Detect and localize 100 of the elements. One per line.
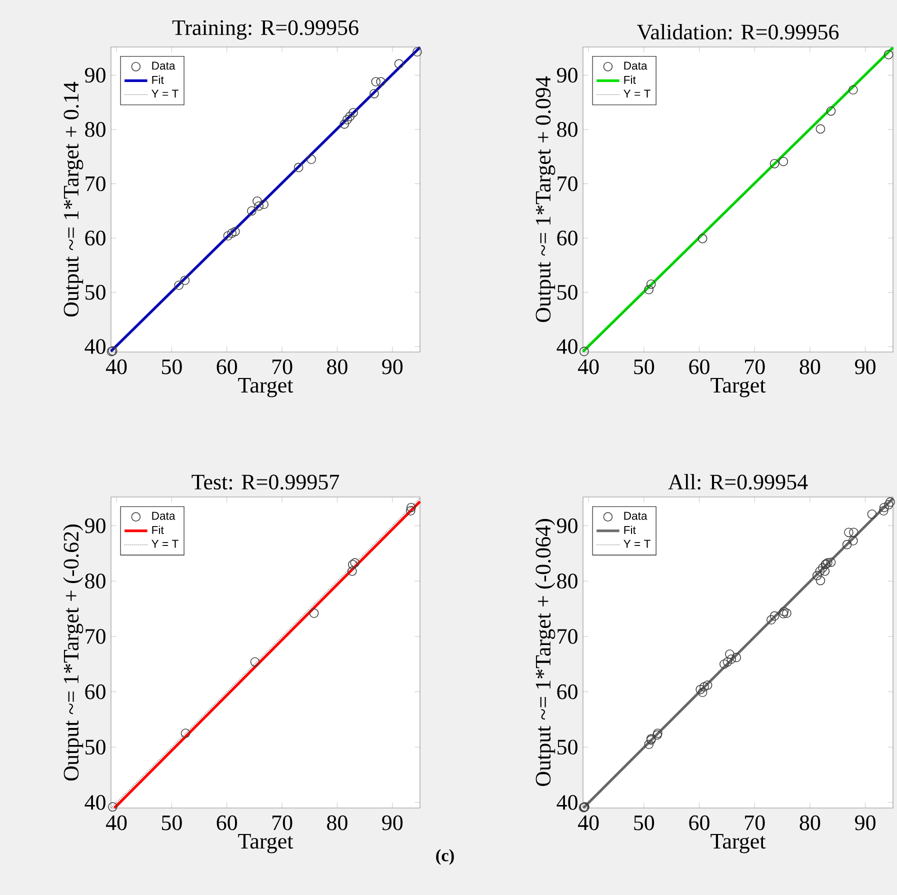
point (702, 680, 712, 690)
legend-label: Data (624, 512, 648, 520)
point (108, 802, 118, 812)
point (867, 509, 877, 519)
point (848, 85, 858, 95)
point (878, 506, 888, 516)
x-tick-label: 50 (634, 359, 654, 374)
x-tick-label: 40 (578, 815, 599, 830)
point (174, 280, 184, 290)
point (259, 200, 269, 210)
point (309, 608, 319, 618)
legend-label: Data (624, 62, 648, 70)
point (652, 730, 662, 740)
point (823, 558, 832, 568)
point (732, 652, 742, 662)
point (826, 558, 836, 567)
point (826, 106, 836, 116)
point (698, 234, 708, 244)
x-axis-title: Target (238, 834, 294, 854)
x-tick-label: 40 (106, 815, 127, 830)
y-axis-title: Output ~= 1*Target + 0.14 (64, 82, 84, 316)
point (722, 657, 732, 667)
point (340, 119, 350, 129)
x-tick-label: 50 (634, 815, 654, 830)
point (653, 728, 662, 738)
point (644, 284, 654, 294)
point (180, 728, 190, 738)
text: (c) (436, 849, 454, 865)
point (719, 659, 729, 669)
y-tick-label: 50 (558, 740, 578, 755)
y-tick-label: 80 (557, 574, 578, 589)
legend-label: Fit (624, 526, 636, 534)
x-tick-label: 80 (327, 359, 348, 374)
y-tick-label: 40 (84, 339, 106, 354)
point (406, 506, 416, 516)
y-tick-label: 40 (84, 795, 106, 810)
y-tick-label: 50 (86, 740, 106, 755)
point (844, 528, 854, 538)
point (879, 502, 889, 512)
y-tick-label: 80 (557, 122, 578, 137)
y-tick-label: 50 (558, 284, 578, 300)
y-axis-title: Output ~= 1*Target + (-0.064) (535, 519, 556, 786)
y-tick-label: 40 (556, 795, 578, 810)
point (696, 684, 706, 694)
y-tick-label: 80 (85, 574, 106, 589)
point (816, 124, 826, 134)
point (345, 112, 355, 122)
x-axis-title: Target (710, 378, 766, 398)
y-tick-label: 90 (557, 68, 578, 83)
y-tick-label: 70 (86, 176, 106, 192)
point (180, 276, 190, 286)
y-tick-label: 90 (85, 518, 106, 534)
point (223, 231, 233, 241)
chart-title: Validation: R=0.99956 (637, 24, 839, 40)
point (778, 609, 788, 618)
y-tick-label: 60 (85, 684, 106, 700)
point (406, 502, 416, 512)
point (370, 89, 379, 98)
legend-label: Fit (624, 76, 636, 84)
y-axis-title: Output ~= 1*Target + 0.094 (536, 76, 556, 322)
point (849, 528, 858, 538)
point (376, 77, 386, 86)
point (252, 196, 262, 206)
point (698, 688, 708, 698)
point (644, 740, 654, 750)
legend-label: Y = T (624, 540, 650, 548)
x-tick-label: 80 (800, 359, 820, 374)
y-axis-title: Output ~= 1*Target + (-0.62) (63, 524, 84, 780)
x-tick-label: 50 (162, 815, 182, 830)
point (766, 615, 776, 625)
legend-label: Y = T (152, 90, 178, 98)
legend-label: Data (152, 62, 176, 70)
legend-label: Data (152, 512, 176, 520)
legend-label: Y = T (152, 540, 178, 548)
y-tick-label: 80 (85, 122, 106, 137)
x-tick-label: 70 (745, 815, 765, 830)
x-tick-label: 70 (272, 815, 292, 830)
x-axis-title: Target (238, 378, 294, 398)
point (884, 50, 894, 60)
x-axis-title: Target (710, 834, 766, 854)
point (347, 566, 357, 576)
x-tick-label: 80 (800, 815, 820, 830)
y-tick-label: 40 (556, 339, 578, 354)
point (394, 59, 404, 68)
point (700, 682, 709, 692)
point (254, 201, 264, 211)
legend-label: Fit (152, 526, 164, 534)
point (371, 77, 381, 86)
point (579, 346, 589, 356)
x-tick-label: 90 (855, 815, 876, 830)
x-tick-label: 60 (216, 359, 238, 374)
point (646, 279, 656, 289)
y-tick-label: 90 (557, 518, 578, 534)
point (294, 162, 304, 172)
chart-title: Test: R=0.99957 (192, 474, 340, 490)
x-tick-label: 40 (578, 359, 599, 374)
x-tick-label: 60 (216, 815, 238, 830)
x-tick-label: 70 (745, 359, 765, 374)
x-tick-label: 60 (689, 815, 710, 830)
point (782, 608, 792, 618)
